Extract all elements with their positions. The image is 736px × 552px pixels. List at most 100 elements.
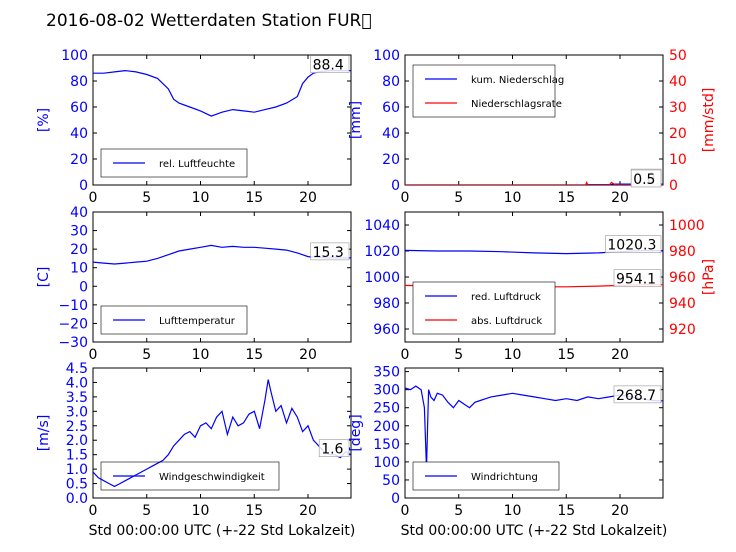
precip-xtick-label: 20 xyxy=(611,190,629,206)
temperature-ytick-label: 30 xyxy=(70,224,88,240)
winddir-ytick-label: 250 xyxy=(373,401,400,417)
winddir-last-box xyxy=(613,385,662,404)
humidity-legend: rel. Luftfeuchte xyxy=(100,148,248,178)
wind-ytick-label: 1.5 xyxy=(66,448,88,464)
precip-ytick2-label: 30 xyxy=(669,100,687,116)
pressure-last-value: 1020.3 xyxy=(607,238,656,254)
precip-ytick-label: 20 xyxy=(382,152,400,168)
precip-ytick-label: 100 xyxy=(373,48,400,64)
winddir-xtick-label: 20 xyxy=(611,503,629,519)
precip-ytick2-label: 0 xyxy=(669,178,678,194)
pressure-xtick-label: 10 xyxy=(504,347,522,363)
pressure-xtick-label: 5 xyxy=(454,347,463,363)
pressure-legend: red. Luftdruck abs. Luftdruck xyxy=(412,281,556,335)
pressure-ytick2-label: 980 xyxy=(669,244,696,260)
humidity-legend-label: rel. Luftfeuchte xyxy=(159,159,235,170)
winddir-xlabel: Std 00:00:00 UTC (+-22 Std Lokalzeit) xyxy=(401,523,668,539)
winddir-ytick-label: 50 xyxy=(382,473,400,489)
wind-panel: 0.00.51.01.52.02.53.03.54.04.5 0 5 10 15 20 [m… xyxy=(36,361,355,539)
winddir-last-value: 268.7 xyxy=(616,388,656,404)
humidity-xtick-label: 15 xyxy=(245,190,263,206)
temperature-ytick-label: 40 xyxy=(70,205,88,221)
temperature-panel: −30 −20 −10 0 10 20 30 40 0 5 10 15 20 [C] Lufttempera… xyxy=(36,205,352,363)
wind-legend-label: Windgeschwindigkeit xyxy=(159,472,265,483)
wind-xlabel: Std 00:00:00 UTC (+-22 Std Lokalzeit) xyxy=(89,523,356,539)
wind-xtick-label: 15 xyxy=(245,503,263,519)
temperature-last-box xyxy=(310,242,350,261)
wind-ytick-label: 4.5 xyxy=(66,361,88,377)
winddir-ytick-label: 300 xyxy=(373,383,400,399)
pressure-ytick2-label: 1000 xyxy=(669,218,705,234)
temperature-xtick-label: 20 xyxy=(299,347,317,363)
pressure-ytick2-label: 920 xyxy=(669,322,696,338)
pressure-ytick-label: 960 xyxy=(373,322,400,338)
winddir-ytick-label: 100 xyxy=(373,455,400,471)
winddir-ytick-label: 350 xyxy=(373,365,400,381)
precip-ytick-label: 60 xyxy=(382,100,400,116)
humidity-series-0 xyxy=(93,69,351,117)
temperature-xtick-label: 5 xyxy=(142,347,151,363)
winddir-legend-label: Windrichtung xyxy=(471,472,538,483)
pressure-ytick-label: 1040 xyxy=(364,218,400,234)
temperature-plot-frame xyxy=(92,211,352,343)
wind-xtick-label: 10 xyxy=(192,503,210,519)
pressure-legend-box xyxy=(412,281,556,335)
winddir-ylabel: [deg] xyxy=(348,414,364,451)
temperature-ytick-label: −10 xyxy=(58,298,88,314)
winddir-legend: Windrichtung xyxy=(412,461,560,491)
winddir-xtick-label: 0 xyxy=(401,503,410,519)
winddir-xtick-label: 15 xyxy=(557,503,575,519)
temperature-xtick-label: 0 xyxy=(89,347,98,363)
precip-last-value: 0.5 xyxy=(633,172,655,188)
humidity-xtick-label: 20 xyxy=(299,190,317,206)
pressure-ytick-label: 980 xyxy=(373,296,400,312)
temperature-ytick-label: 0 xyxy=(79,279,88,295)
temperature-xtick-label: 15 xyxy=(245,347,263,363)
winddir-xtick-label: 5 xyxy=(454,503,463,519)
humidity-ytick-label: 40 xyxy=(70,126,88,142)
pressure-legend-label: abs. Luftdruck xyxy=(471,316,542,327)
temperature-last-value: 15.3 xyxy=(313,245,344,261)
wind-ytick-label: 3.5 xyxy=(66,390,88,406)
pressure-ytick-label: 1020 xyxy=(364,244,400,260)
pressure-last-box xyxy=(605,235,662,253)
precip-ytick2-label: 40 xyxy=(669,74,687,90)
humidity-xtick-label: 10 xyxy=(192,190,210,206)
temperature-series-0 xyxy=(93,244,351,265)
humidity-ylabel: [%] xyxy=(36,108,52,132)
wind-plot-frame xyxy=(92,367,352,499)
precip-ytick2-label: 10 xyxy=(669,152,687,168)
precip-legend-label: Niederschlagsrate xyxy=(471,99,562,110)
precip-ylabel: [mm] xyxy=(348,101,364,139)
wind-ytick-label: 1.0 xyxy=(66,462,88,478)
precip-panel: 0 20 40 60 80 100 0 10 20 30 40 50 0 5 10 15 20 [mm] [mm/s… xyxy=(348,48,717,206)
pressure-ytick2-label: 940 xyxy=(669,296,696,312)
humidity-last-value: 88.4 xyxy=(313,58,344,74)
humidity-xtick-label: 0 xyxy=(89,190,98,206)
wind-xtick-label: 5 xyxy=(142,503,151,519)
humidity-ytick-label: 80 xyxy=(70,74,88,90)
pressure-ytick2-label: 960 xyxy=(669,270,696,286)
wind-ytick-label: 2.0 xyxy=(66,433,88,449)
wind-ytick-label: 2.5 xyxy=(66,419,88,435)
winddir-xtick-label: 10 xyxy=(504,503,522,519)
winddir-plot-frame xyxy=(404,367,664,499)
wind-last-value: 1.6 xyxy=(321,442,343,458)
wind-last-box xyxy=(318,439,350,457)
pressure-xtick-label: 20 xyxy=(611,347,629,363)
humidity-ytick-label: 0 xyxy=(79,178,88,194)
precip-xtick-label: 15 xyxy=(557,190,575,206)
wind-legend-box xyxy=(100,461,280,491)
pressure-ytick-label: 1000 xyxy=(364,270,400,286)
precip-xtick-label: 10 xyxy=(504,190,522,206)
winddir-ytick-label: 150 xyxy=(373,437,400,453)
winddir-ytick-label: 0 xyxy=(391,491,400,507)
pressure-xtick-label: 15 xyxy=(557,347,575,363)
precip-ylabel2: [mm/std] xyxy=(701,88,717,153)
precip-legend: kum. Niederschlag Niederschlagsrate xyxy=(412,64,564,118)
precip-last-box xyxy=(630,169,662,188)
precip-ytick-label: 0 xyxy=(391,178,400,194)
